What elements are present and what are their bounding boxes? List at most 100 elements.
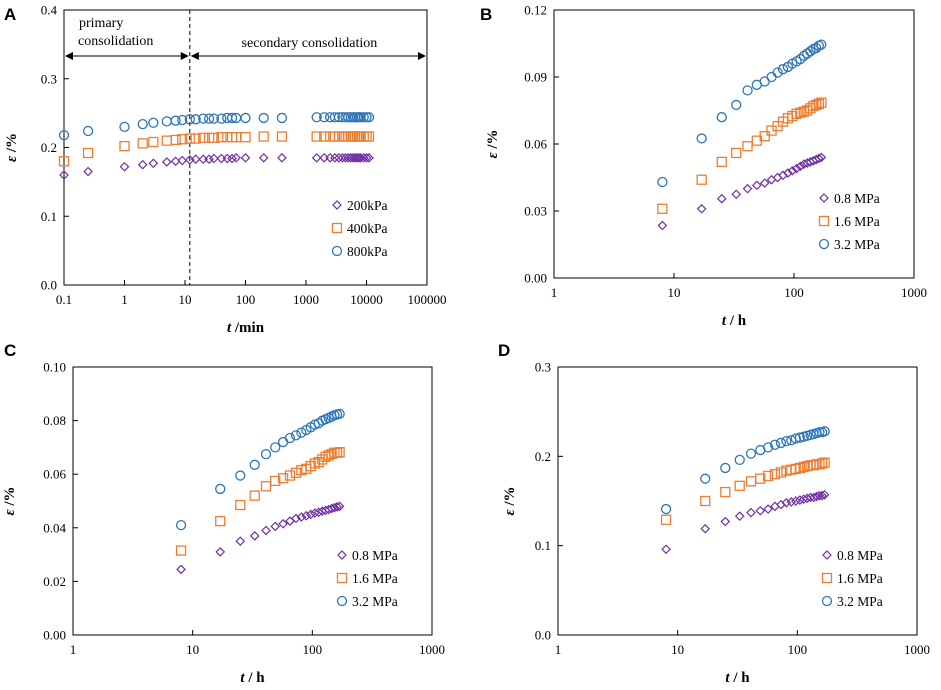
data-point (819, 489, 830, 500)
data-point (161, 116, 172, 127)
arrowhead-right (180, 52, 189, 60)
series-1-6-mpa (660, 457, 830, 525)
data-point (58, 156, 70, 167)
data-point (198, 113, 209, 124)
data-point (657, 176, 668, 188)
data-point (742, 141, 753, 152)
data-point (700, 495, 711, 507)
legend: 0.8 MPa 1.6 MPa 3.2 MPa (818, 191, 880, 252)
legend-marker (336, 595, 348, 607)
data-point (240, 132, 251, 143)
y-axis-unit: /% (2, 486, 18, 509)
y-tick-label: 0.0 (535, 628, 551, 643)
data-point (766, 71, 777, 83)
data-point (716, 193, 727, 204)
legend-marker (336, 572, 348, 584)
data-point (816, 152, 827, 163)
plot-frame (72, 366, 433, 636)
data-point (795, 161, 806, 172)
data-point (137, 138, 148, 149)
data-point (795, 495, 805, 505)
data-point (816, 39, 827, 50)
x-axis-label: t / h (725, 670, 750, 686)
data-point (177, 114, 188, 126)
data-point (215, 547, 226, 557)
data-point (311, 152, 322, 163)
secondary-consolidation-label: secondary consolidation (242, 36, 378, 51)
x-axis-unit: / h (245, 670, 266, 686)
data-point (716, 156, 727, 168)
series-1-6-mpa (175, 447, 345, 556)
data-point (249, 459, 260, 470)
data-point (816, 458, 828, 469)
data-point (227, 153, 237, 164)
data-point (696, 133, 707, 144)
data-point (290, 430, 302, 441)
x-tick-label: 1000 (419, 642, 445, 657)
data-point (198, 132, 209, 144)
data-point (190, 114, 201, 125)
legend-marker (332, 200, 342, 210)
legend-marker (822, 550, 832, 560)
data-point (311, 131, 322, 142)
data-point (330, 152, 340, 163)
y-tick-label: 0.4 (41, 3, 58, 18)
data-point (291, 513, 301, 524)
series-0-8-mpa (661, 489, 830, 555)
panel-letter: A (4, 5, 16, 24)
y-tick-label: 0.08 (43, 413, 66, 428)
panel-letter: B (480, 5, 492, 24)
data-point (59, 170, 69, 180)
data-point (249, 530, 260, 541)
legend: 200kPa 400kPa 800kPa (331, 198, 388, 259)
y-tick-label: 0.00 (43, 628, 66, 643)
y-tick-label: 0.02 (43, 574, 66, 589)
data-point (296, 512, 307, 522)
data-point (305, 509, 316, 520)
data-point (755, 473, 766, 484)
data-point (720, 462, 731, 474)
data-point (819, 426, 830, 437)
y-tick-label: 0.06 (43, 467, 66, 482)
x-axis-unit: / h (730, 670, 751, 686)
y-axis-variable: ε (502, 509, 518, 516)
chart-panel-d: D 0.0 0.1 0.2 0.3 1 10 100 1000 t / h ε /% 0.8 MPa 1… (498, 341, 930, 686)
series-800kpa (58, 112, 375, 141)
y-axis-variable: ε (4, 155, 20, 162)
data-point (216, 113, 227, 124)
x-tick-label: 0.1 (56, 292, 72, 307)
data-point (361, 152, 372, 163)
y-tick-label: 0.04 (43, 520, 66, 535)
data-point (795, 107, 806, 118)
legend-marker (821, 572, 833, 584)
data-point (270, 442, 281, 453)
legend-marker (337, 550, 347, 560)
data-point (746, 507, 756, 518)
data-point (270, 521, 281, 532)
data-point (734, 480, 745, 491)
data-point (794, 462, 806, 474)
data-point (235, 499, 246, 511)
y-axis-unit: /% (502, 486, 518, 509)
legend-marker (818, 215, 830, 227)
data-point (790, 433, 801, 444)
data-point (249, 490, 260, 501)
data-point (745, 476, 757, 487)
x-axis-label: t / h (240, 670, 265, 686)
data-point (700, 523, 711, 534)
y-axis-unit: /% (485, 129, 501, 152)
data-point (334, 447, 345, 458)
data-point (216, 132, 227, 143)
data-point (209, 153, 219, 164)
data-point (778, 170, 788, 181)
x-axis-variable: t (722, 313, 727, 329)
data-point (184, 133, 195, 144)
data-point (137, 118, 148, 130)
data-point (284, 432, 296, 444)
data-point (203, 113, 215, 124)
primary-consolidation-label-line2: consolidation (78, 34, 153, 49)
y-tick-label: 0.3 (535, 360, 551, 375)
y-tick-label: 0.10 (43, 360, 66, 375)
x-axis-variable: t (725, 670, 730, 686)
data-point (798, 461, 809, 473)
